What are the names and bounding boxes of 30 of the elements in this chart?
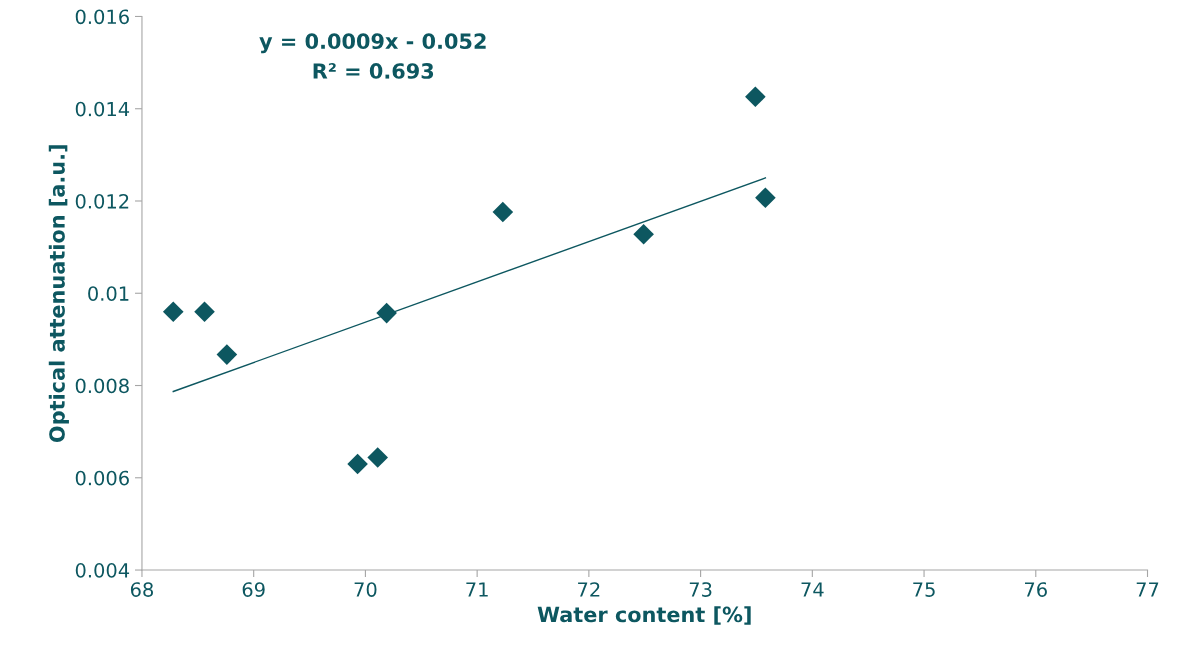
y-tick-label: 0.006 [75, 470, 129, 486]
x-tick-label: 72 [578, 582, 600, 597]
y-tick-label: 0.01 [88, 286, 129, 301]
y-tick-label: 0.004 [75, 562, 130, 578]
y-axis-title: Optical attenuation [a.u.] [48, 145, 69, 443]
y-tick-label: 0.016 [75, 9, 129, 25]
point [755, 187, 776, 209]
x-tick-label: 69 [242, 582, 265, 597]
x-tick-label: 70 [354, 582, 377, 597]
x-tick-label: 77 [1136, 582, 1159, 597]
point [194, 301, 215, 323]
y-tick-label: 0.012 [75, 193, 129, 209]
x-tick-label: 73 [689, 582, 712, 597]
point [216, 344, 238, 365]
x-tick-label: 71 [466, 582, 488, 597]
point [367, 447, 389, 468]
point [376, 302, 397, 324]
point [347, 453, 368, 475]
x-tick-label: 74 [801, 582, 824, 597]
point [162, 301, 184, 323]
point [633, 223, 654, 245]
x-tick-label: 76 [1025, 582, 1047, 597]
point [745, 86, 766, 108]
point [492, 201, 514, 223]
annotation: y = 0.0009x - 0.052 R² = 0.693 [259, 33, 486, 79]
x-tick-label: 68 [130, 582, 153, 597]
x-axis-title: Water content [%] [537, 606, 751, 625]
y-tick-label: 0.008 [75, 378, 129, 394]
x-tick-label: 75 [913, 582, 935, 597]
y-tick-label: 0.014 [75, 101, 130, 117]
